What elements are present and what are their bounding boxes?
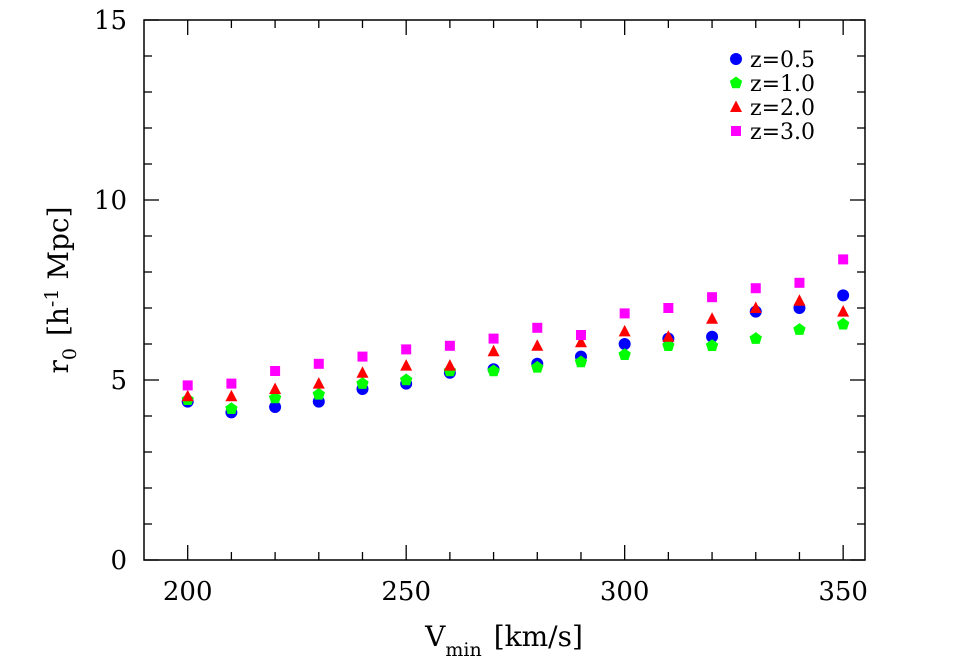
- data-point: [400, 373, 413, 386]
- data-point: [749, 301, 762, 313]
- series-z=2.0: [181, 294, 850, 402]
- data-points: [181, 254, 850, 419]
- data-point: [662, 339, 675, 352]
- data-point: [836, 317, 850, 330]
- x-axis-label: Vmin [km/s]: [424, 620, 583, 661]
- legend-label: z=1.0: [750, 72, 815, 97]
- data-point: [269, 382, 282, 394]
- legend-marker: [729, 76, 743, 89]
- y-tick-label: 15: [94, 6, 127, 36]
- series-z=1.0: [181, 317, 850, 415]
- x-axis-label-sub: min: [445, 639, 481, 661]
- y-axis-label-main: r: [42, 360, 75, 374]
- x-axis-label-unit: [km/s]: [494, 620, 583, 653]
- data-point: [270, 366, 281, 376]
- x-tick-label: 200: [163, 577, 213, 607]
- y-axis-label-sub: 0: [59, 348, 81, 360]
- data-point: [618, 348, 631, 361]
- legend-label: z=3.0: [750, 120, 815, 145]
- y-tick-label: 5: [110, 366, 127, 396]
- y-axis-label-sup: -1: [41, 289, 63, 308]
- legend-marker: [731, 126, 741, 136]
- y-tick-label: 10: [94, 186, 127, 216]
- data-point: [837, 289, 850, 302]
- data-point: [793, 323, 806, 335]
- data-point: [312, 387, 325, 400]
- data-point: [793, 294, 806, 306]
- x-tick-label: 350: [818, 577, 868, 607]
- data-point: [312, 377, 325, 389]
- legend-marker: [730, 53, 742, 65]
- data-point: [487, 364, 500, 377]
- data-point: [357, 351, 368, 362]
- legend-label: z=2.0: [750, 96, 815, 121]
- data-point: [575, 330, 586, 340]
- y-tick-label: 0: [110, 546, 127, 576]
- x-axis-label-main: V: [424, 620, 446, 653]
- data-point: [707, 292, 718, 303]
- legend: z=0.5z=1.0z=2.0z=3.0: [729, 48, 815, 145]
- data-point: [444, 340, 455, 351]
- data-point: [531, 339, 544, 351]
- data-point: [400, 359, 413, 371]
- data-point: [574, 335, 587, 348]
- data-point: [663, 303, 674, 313]
- data-point: [225, 402, 238, 415]
- legend-label: z=0.5: [750, 48, 815, 73]
- data-point: [225, 389, 238, 402]
- data-point: [356, 366, 369, 378]
- data-point: [269, 401, 282, 413]
- data-point: [356, 377, 369, 389]
- data-point: [749, 332, 762, 344]
- axis-ticks: [144, 19, 865, 561]
- x-tick-label: 250: [381, 577, 431, 607]
- data-point: [706, 312, 719, 324]
- data-point: [313, 358, 324, 369]
- data-point: [794, 277, 805, 288]
- data-point: [487, 344, 500, 357]
- data-point: [488, 333, 499, 344]
- series-z=3.0: [182, 254, 849, 391]
- y-axis-label-unit-pre: [h: [42, 307, 75, 336]
- data-point: [401, 344, 412, 355]
- data-point: [618, 338, 631, 350]
- tick-labels: 200 250 300 350 0 5 10 15: [94, 6, 868, 607]
- data-point: [619, 308, 630, 319]
- y-axis-label-unit-post: Mpc]: [42, 206, 75, 288]
- data-point: [443, 359, 456, 371]
- series-z=0.5: [181, 289, 850, 419]
- data-point: [750, 283, 761, 294]
- x-tick-label: 300: [600, 577, 650, 607]
- data-point: [226, 378, 237, 389]
- data-point: [618, 324, 631, 337]
- plot-frame: [143, 19, 866, 561]
- data-point: [706, 330, 719, 343]
- data-point: [531, 360, 544, 373]
- data-point: [182, 380, 193, 391]
- data-point: [532, 322, 543, 333]
- data-point: [837, 305, 850, 317]
- data-point: [705, 339, 719, 352]
- legend-marker: [730, 100, 742, 112]
- data-point: [574, 355, 588, 368]
- y-axis-label: r0 [h-1 Mpc]: [41, 206, 81, 373]
- data-point: [181, 389, 194, 402]
- data-point: [662, 330, 675, 342]
- data-point: [838, 254, 849, 265]
- data-point: [268, 391, 282, 404]
